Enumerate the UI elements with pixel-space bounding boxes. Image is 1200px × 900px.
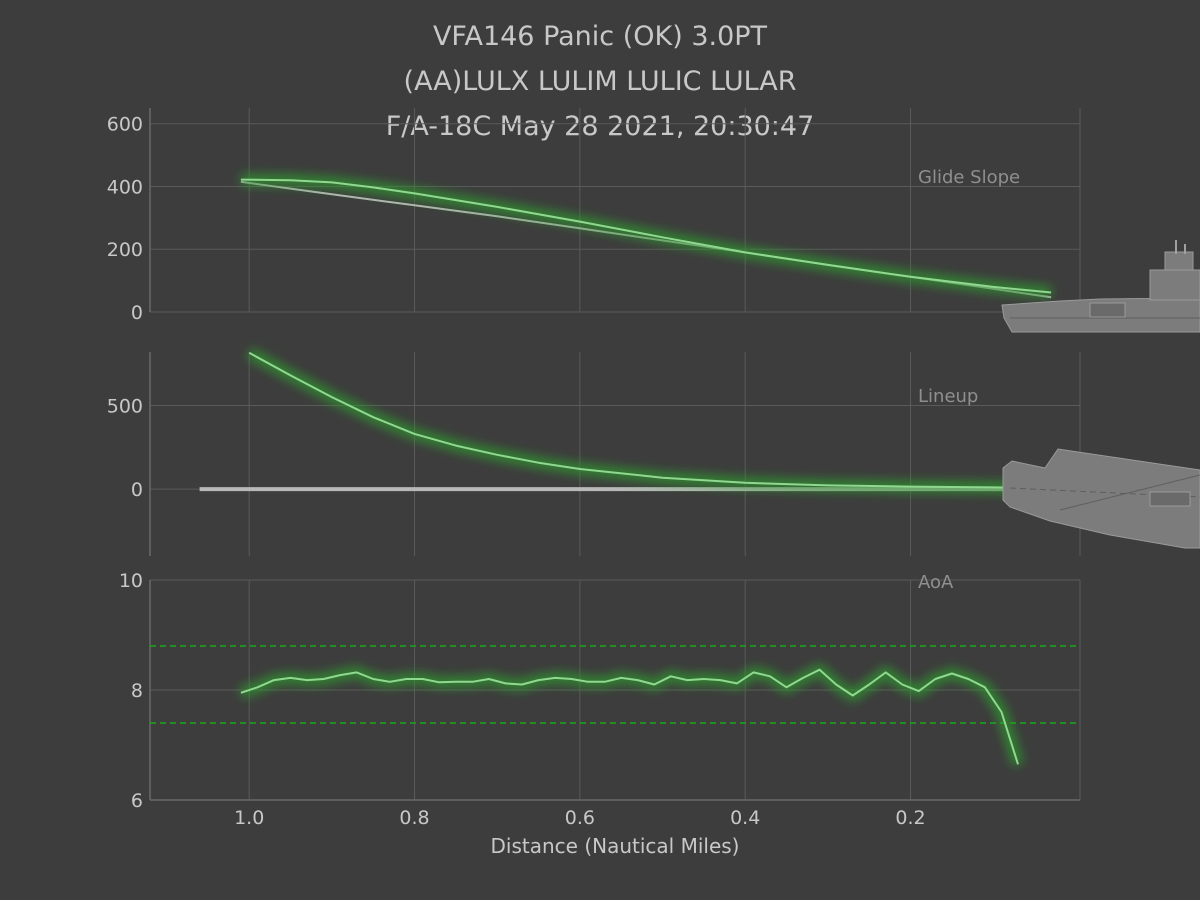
aoa-aircraft-line (240, 668, 1019, 765)
title-line-3: F/A-18C May 28 2021, 20:30:47 (385, 111, 815, 142)
glide-slope-ytick-label-0: 0 (131, 302, 143, 324)
aoa-label: AoA (918, 572, 954, 593)
aoa-ytick-label-2: 10 (119, 570, 143, 592)
x-axis-title: Distance (Nautical Miles) (491, 834, 740, 858)
glide-slope-label: Glide Slope (918, 167, 1020, 188)
lineup-ytick-label-1: 500 (107, 396, 143, 418)
carrier-side-view-icon (1001, 240, 1200, 333)
x-tick-label-0: 1.0 (234, 807, 264, 829)
glide-slope-ytick-label-2: 400 (107, 176, 143, 198)
glide-slope-ytick-label-1: 200 (107, 239, 143, 261)
glide-slope-panel: 0 200 400 600 (107, 108, 1081, 324)
x-tick-label-3: 0.4 (730, 807, 760, 829)
title-line-2: (AA)LULX LULIM LULIC LULAR (403, 66, 797, 97)
x-tick-label-1: 0.8 (399, 807, 429, 829)
lineup-aircraft-line (248, 351, 1052, 490)
x-tick-label-2: 0.6 (565, 807, 595, 829)
aoa-ytick-label-1: 8 (131, 680, 143, 702)
title-line-1: VFA146 Panic (OK) 3.0PT (432, 21, 768, 52)
lineup-ytick-label-0: 0 (131, 479, 143, 501)
carrier-top-view-icon (1002, 448, 1200, 549)
lineup-panel: 0 500 (107, 347, 1081, 556)
aoa-ytick-label-0: 6 (131, 790, 143, 812)
lineup-aircraft-glow (246, 347, 1052, 495)
chart-title: VFA146 Panic (OK) 3.0PT (AA)LULX LULIM L… (0, 14, 1200, 149)
glide-slope-aircraft-line (240, 178, 1052, 294)
x-tick-label-4: 0.2 (895, 807, 925, 829)
glide-slope-aircraft-glow (240, 173, 1052, 299)
lineup-label: Lineup (918, 386, 978, 407)
aoa-panel: 6 8 10 1.0 0.8 0.6 0.4 0.2 (119, 570, 1081, 829)
glide-slope-ytick-label-3: 600 (107, 114, 143, 136)
